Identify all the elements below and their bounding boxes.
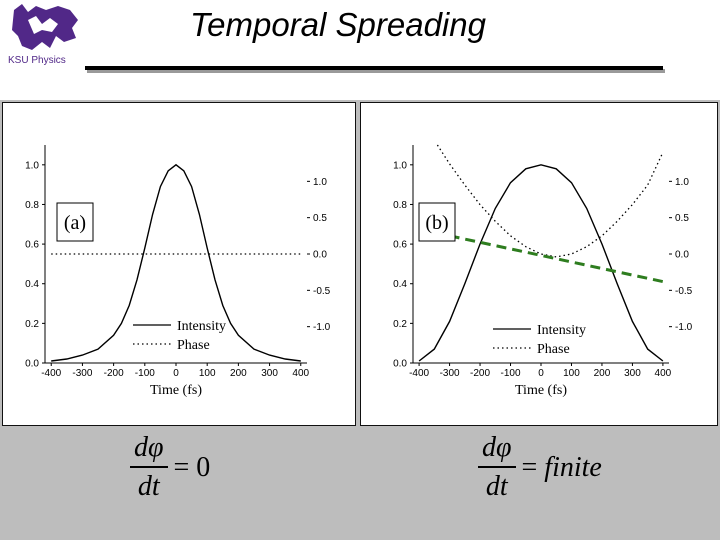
x-tick-label: -200 (470, 368, 490, 379)
panel-label-box (56, 202, 94, 242)
series-intensity (418, 164, 664, 362)
y-left-tick-label: 1.0 (25, 160, 39, 171)
slide-title: Temporal Spreading (190, 6, 486, 43)
y-right-tick-label: -0.5 (675, 286, 693, 297)
panel-label-box (418, 202, 456, 242)
plot-panel-a: -400 -300 -200 -100 0 100 200 300 400 0.0 0.2 0.4 0.… (2, 102, 356, 426)
x-axis-label: Time (fs) (150, 383, 202, 398)
x-tick-label: 100 (199, 368, 216, 379)
x-tick-label: -100 (501, 368, 521, 379)
x-tick-label: 0 (173, 368, 179, 379)
equals-sign: = (521, 452, 538, 483)
y-left-tick-label: 0.6 (25, 240, 39, 251)
x-tick-label: -400 (41, 368, 61, 379)
y-left-tick-label: 0.4 (393, 279, 407, 290)
panel-label: (b) (425, 212, 448, 234)
y-right-tick-label: 0.5 (675, 213, 689, 224)
plot-b: -400 -300 -200 -100 0 100 200 300 400 0.0 0.2 0.4 0.… (393, 144, 693, 398)
derivative-fraction: dφ dt (478, 432, 516, 504)
y-left-tick-label: 0.0 (25, 359, 39, 370)
equation-rhs: = finite (522, 452, 602, 484)
y-left-tick-label: 0.6 (393, 240, 407, 251)
plot-a: -400 -300 -200 -100 0 100 200 300 400 0.0 0.2 0.4 0.… (25, 145, 331, 398)
legend-label-phase: Phase (537, 342, 570, 357)
y-right-tick-label: -0.5 (313, 286, 331, 297)
y-left-tick-label: 0.0 (393, 359, 407, 370)
y-right-tick-label: 0.0 (675, 250, 689, 261)
x-axis-label: Time (fs) (515, 383, 567, 398)
legend-label-phase: Phase (177, 338, 210, 353)
x-tick-label: 300 (261, 368, 278, 379)
y-right-tick-label: 1.0 (313, 177, 327, 188)
x-tick-label: 200 (230, 368, 247, 379)
logo-text: KSU Physics (8, 55, 66, 66)
equation-rhs: = 0 (173, 452, 211, 483)
x-tick-label: 200 (594, 368, 611, 379)
y-left-tick-label: 0.2 (25, 319, 39, 330)
wildcat-logo: KSU Physics (8, 4, 78, 66)
x-tick-label: 100 (563, 368, 580, 379)
y-left-tick-label: 0.8 (393, 200, 407, 211)
panel-label: (a) (64, 212, 86, 234)
x-tick-label: -400 (409, 368, 429, 379)
rhs-word: finite (544, 452, 602, 483)
y-right-tick-label: 0.0 (313, 250, 327, 261)
x-tick-label: 300 (624, 368, 641, 379)
y-left-tick-label: 0.2 (393, 319, 407, 330)
x-tick-label: 400 (655, 368, 672, 379)
legend-label-intensity: Intensity (537, 323, 586, 338)
fraction-denominator: dt (137, 471, 160, 502)
derivative-fraction: dφ dt (130, 432, 168, 504)
y-right-tick-label: -1.0 (313, 322, 331, 333)
y-left-tick-label: 0.4 (25, 279, 39, 290)
x-tick-label: -300 (440, 368, 460, 379)
legend-label-intensity: Intensity (177, 319, 226, 334)
slide-header: KSU Physics Temporal Spreading (0, 0, 720, 100)
x-tick-label: -100 (135, 368, 155, 379)
equation-left: dφ dt = 0 (130, 432, 210, 504)
series-linear-fit (449, 234, 664, 284)
y-left-tick-label: 1.0 (393, 160, 407, 171)
fraction-denominator: dt (485, 471, 508, 502)
y-left-tick-label: 0.8 (25, 200, 39, 211)
x-tick-label: 400 (292, 368, 309, 379)
x-tick-label: -200 (104, 368, 124, 379)
fraction-numerator: dφ (478, 432, 516, 468)
fraction-numerator: dφ (130, 432, 168, 468)
y-right-tick-label: -1.0 (675, 322, 693, 333)
y-right-tick-label: 1.0 (675, 177, 689, 188)
y-right-tick-label: 0.5 (313, 213, 327, 224)
series-intensity (51, 163, 301, 362)
title-underline (85, 66, 663, 70)
x-tick-label: -300 (72, 368, 92, 379)
plot-panel-b: -400 -300 -200 -100 0 100 200 300 400 0.0 0.2 0.4 0.… (360, 102, 718, 426)
x-tick-label: 0 (538, 368, 544, 379)
equation-right: dφ dt = finite (478, 432, 602, 504)
